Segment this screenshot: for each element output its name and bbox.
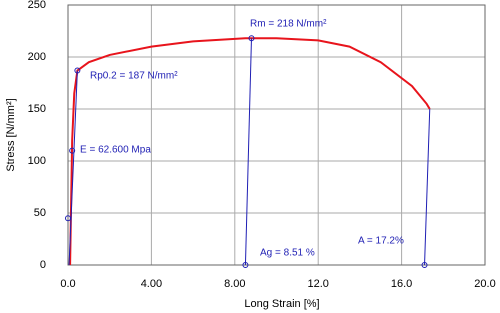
y-axis-title: Stress [N/mm²] [5, 98, 17, 171]
marker-point [74, 67, 81, 74]
x-tick-label: 16.0 [391, 278, 412, 290]
marker-line [68, 70, 78, 266]
x-tick-label: 0.0 [60, 278, 75, 290]
marker-line [424, 108, 431, 266]
x-tick-label: 8.00 [224, 278, 245, 290]
x-tick-label: 4.00 [141, 278, 162, 290]
y-tick-label: 150 [28, 103, 46, 115]
annotation: Ag = 8.51 % [260, 248, 315, 259]
y-tick-label: 0 [40, 259, 46, 271]
y-tick-label: 250 [28, 0, 46, 11]
y-tick-label: 50 [34, 207, 46, 219]
marker-point [65, 215, 71, 222]
marker-point [69, 147, 76, 154]
plot-frame [67, 4, 486, 266]
x-tick-label: 20.0 [474, 278, 495, 290]
marker-line [244, 38, 252, 266]
marker-point [242, 262, 249, 268]
x-axis-title: Long Strain [%] [244, 298, 319, 310]
annotation: Rm = 218 N/mm² [250, 19, 327, 30]
marker-point [421, 262, 428, 268]
x-tick-label: 12.0 [307, 278, 328, 290]
y-tick-label: 100 [28, 155, 46, 167]
y-tick-label: 200 [28, 51, 46, 63]
annotation: Rp0.2 = 187 N/mm² [90, 71, 178, 82]
annotation: A = 17.2% [358, 236, 404, 247]
annotation: E = 62.600 Mpa [80, 145, 151, 156]
marker-point [248, 35, 255, 42]
curve [69, 37, 431, 266]
